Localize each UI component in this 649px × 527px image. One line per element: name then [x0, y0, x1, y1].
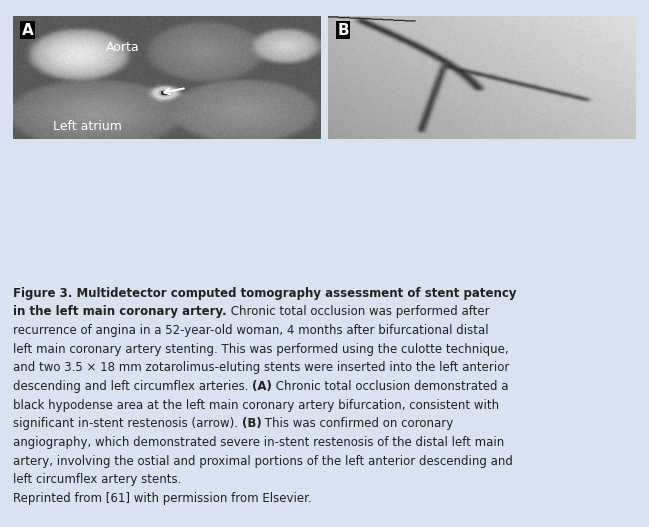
Text: Chronic total occlusion demonstrated a: Chronic total occlusion demonstrated a — [272, 380, 509, 393]
Text: Chronic total occlusion was performed after: Chronic total occlusion was performed af… — [227, 305, 489, 318]
Text: black hypodense area at the left main coronary artery bifurcation, consistent wi: black hypodense area at the left main co… — [13, 398, 499, 412]
Text: and two 3.5 × 18 mm zotarolimus-eluting stents were inserted into the left anter: and two 3.5 × 18 mm zotarolimus-eluting … — [13, 361, 509, 374]
Text: (A): (A) — [252, 380, 272, 393]
Text: Aorta: Aorta — [106, 41, 140, 54]
Text: descending and left circumflex arteries.: descending and left circumflex arteries. — [13, 380, 252, 393]
Text: A: A — [22, 23, 34, 37]
Text: B: B — [337, 23, 349, 37]
Text: recurrence of angina in a 52-year-old woman, 4 months after bifurcational distal: recurrence of angina in a 52-year-old wo… — [13, 324, 489, 337]
Text: This was confirmed on coronary: This was confirmed on coronary — [262, 417, 454, 430]
Text: Figure 3. Multidetector computed tomography assessment of stent patency: Figure 3. Multidetector computed tomogra… — [13, 287, 517, 299]
Text: Left atrium: Left atrium — [53, 120, 122, 133]
Text: artery, involving the ostial and proximal portions of the left anterior descendi: artery, involving the ostial and proxima… — [13, 455, 513, 467]
Text: left main coronary artery stenting. This was performed using the culotte techniq: left main coronary artery stenting. This… — [13, 343, 509, 356]
Text: in the left main coronary artery.: in the left main coronary artery. — [13, 305, 227, 318]
Text: significant in-stent restenosis (arrow).: significant in-stent restenosis (arrow). — [13, 417, 241, 430]
Text: Reprinted from [61] with permission from Elsevier.: Reprinted from [61] with permission from… — [13, 492, 312, 505]
Text: angiography, which demonstrated severe in-stent restenosis of the distal left ma: angiography, which demonstrated severe i… — [13, 436, 504, 449]
Text: left circumflex artery stents.: left circumflex artery stents. — [13, 473, 181, 486]
Text: (B): (B) — [241, 417, 262, 430]
